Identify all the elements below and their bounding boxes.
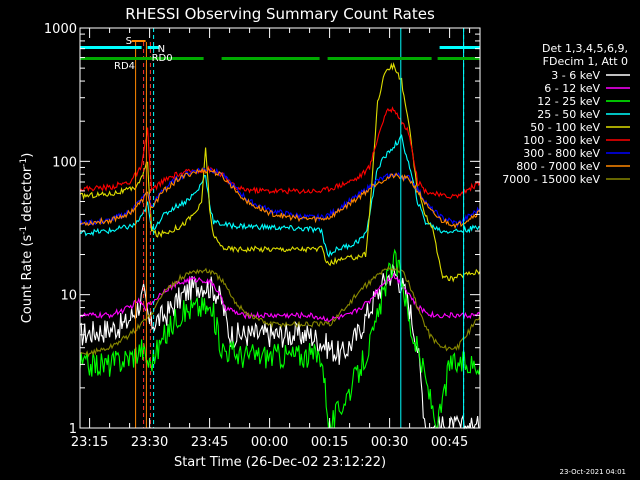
rd0-label: RD0 (152, 53, 173, 64)
legend-entry-label: 100 - 300 keV (523, 134, 600, 147)
y-tick-label: 100 (52, 155, 77, 170)
plot-frame (79, 27, 481, 429)
cyan-state-bar (80, 46, 142, 49)
series-line (79, 167, 481, 230)
green-state-bar (437, 57, 480, 60)
series-line (79, 248, 481, 429)
x-tick-label: 00:45 (431, 435, 468, 450)
y-axis-label-sup1: -1 (19, 226, 29, 235)
y-tick-label: 1 (69, 422, 77, 437)
y-axis-label-sup2: -1 (19, 158, 29, 167)
x-tick-label: 00:00 (251, 435, 288, 450)
chart-title: RHESSI Observing Summary Count Rates (125, 5, 435, 23)
green-state-bar (221, 57, 320, 60)
y-axis-label-main: Count Rate (s (20, 235, 35, 324)
legend-entry-label: 3 - 6 keV (551, 69, 600, 82)
legend-entry-label: 6 - 12 keV (544, 82, 600, 95)
y-tick-label: 10 (60, 289, 77, 304)
y-axis-label-mid: detector (20, 166, 35, 226)
legend-header-line1: Det 1,3,4,5,6,9, (542, 42, 628, 55)
legend-entry-label: 50 - 100 keV (530, 121, 600, 134)
y-axis-label: Count Rate (s-1 detector-1) (19, 153, 35, 324)
tick-layer: 1 10 100 1000 23:15 23:30 23:45 00:00 00:15 00:30… (44, 22, 480, 450)
legend-header-line2: FDecim 1, Att 0 (543, 55, 628, 68)
legend-entry-label: 300 - 800 keV (523, 147, 600, 160)
s-label: S (126, 36, 132, 47)
x-tick-label: 00:30 (371, 435, 408, 450)
orange-state-bar (131, 40, 146, 42)
green-state-bar (80, 57, 204, 60)
y-axis-label-end: ) (20, 153, 35, 158)
legend-entry-label: 7000 - 15000 keV (502, 173, 600, 186)
legend-entry-label: 25 - 50 keV (537, 108, 600, 121)
cyan-state-bar (147, 46, 160, 49)
x-axis-label: Start Time (26-Dec-02 23:12:22) (174, 455, 386, 470)
legend-entry-label: 12 - 25 keV (537, 95, 600, 108)
legend-entry-label: 800 - 7000 keV (516, 160, 600, 173)
y-tick-label: 1000 (44, 22, 77, 37)
x-tick-label: 23:45 (191, 435, 228, 450)
green-state-bar (327, 57, 432, 60)
series-line (79, 273, 481, 323)
series-line (79, 265, 481, 358)
x-tick-label: 23:15 (71, 435, 108, 450)
n-label: N (158, 44, 165, 55)
rd4-label: RD4 (114, 61, 135, 72)
cyan-state-bar (439, 46, 480, 49)
x-tick-label: 00:15 (311, 435, 348, 450)
x-tick-label: 23:30 (131, 435, 168, 450)
footer-date: 23-Oct-2021 04:01 (560, 468, 626, 476)
